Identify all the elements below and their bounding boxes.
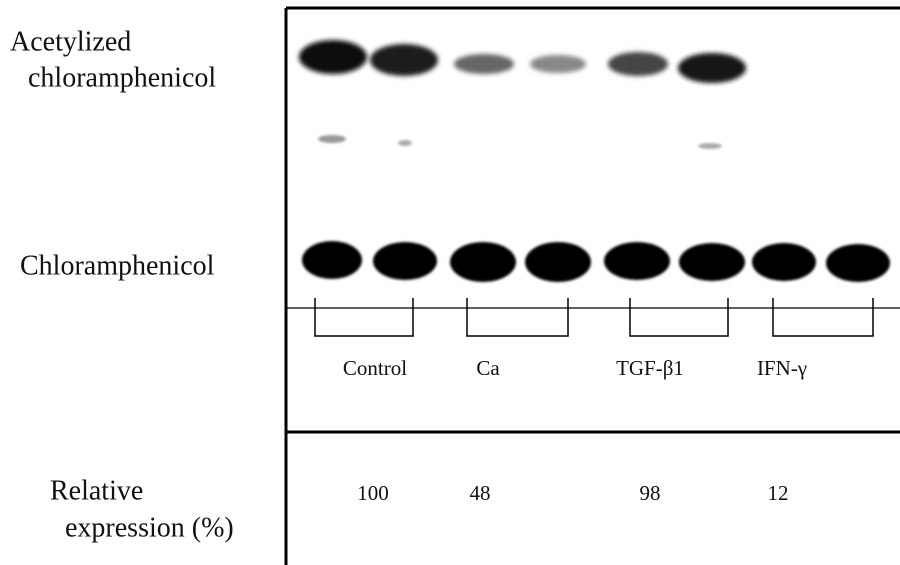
group-label: IFN-γ xyxy=(757,356,807,380)
faint-spots xyxy=(318,135,722,149)
row-label: Acetylized xyxy=(10,26,131,57)
relative-expression: 12 xyxy=(768,481,789,505)
group-label: Ca xyxy=(476,356,500,380)
relative-expression: 100 xyxy=(357,481,389,505)
group-label: TGF-β1 xyxy=(616,356,684,380)
figure: Acetylized chloramphenicol Chloramphenic… xyxy=(0,0,900,565)
acetylated-spots xyxy=(299,40,746,83)
row-label: Relative xyxy=(50,475,143,506)
relative-expression: 48 xyxy=(470,481,491,505)
row-label: Chloramphenicol xyxy=(20,250,215,281)
row-label: chloramphenicol xyxy=(28,62,216,93)
lane-brackets xyxy=(315,298,873,336)
group-label: Control xyxy=(343,356,407,380)
chloramphenicol-spots xyxy=(302,241,890,282)
row-label: expression (%) xyxy=(65,512,234,543)
relative-expression: 98 xyxy=(640,481,661,505)
